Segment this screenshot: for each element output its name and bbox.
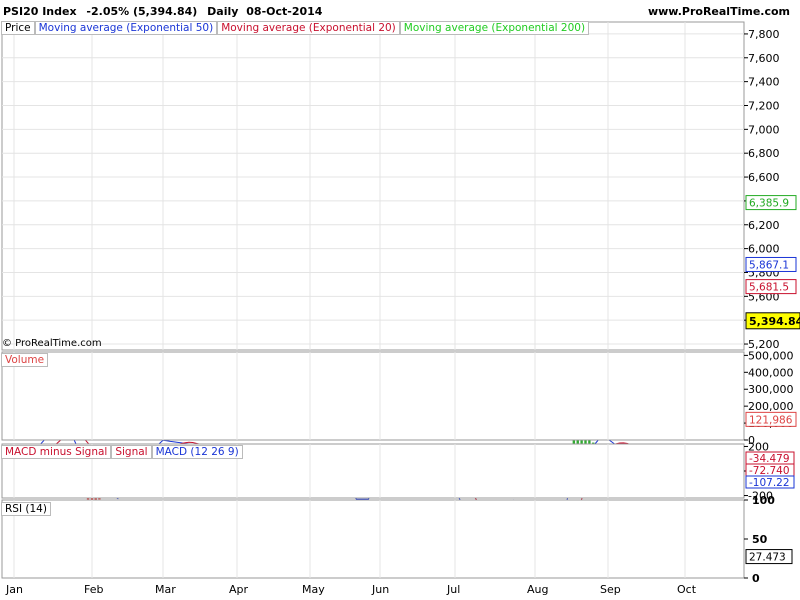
month-label: Jul [446, 583, 460, 596]
legend-price[interactable]: Price [1, 21, 35, 35]
copyright: © ProRealTime.com [2, 338, 102, 349]
volume-last-badge [745, 411, 797, 427]
volume-tick-label: 400,000 [748, 366, 794, 379]
period: Daily [207, 5, 239, 18]
legend-volume[interactable]: Volume [1, 353, 49, 367]
legend-macd-hist[interactable]: MACD minus Signal [1, 445, 112, 459]
price-tick-label: 7,600 [748, 52, 780, 65]
month-label: Apr [229, 583, 249, 596]
site-name[interactable]: www.ProRealTime.com [647, 5, 790, 18]
price-tick-label: 6,200 [748, 219, 780, 232]
rsi-tick-label: 0 [752, 572, 760, 585]
rsi-tick-label: 50 [752, 533, 768, 546]
volume-tick-label: 500,000 [748, 349, 794, 362]
axes: Jan Feb Mar Apr May Jun Jul Aug Sep Oct 7,800 7,600… [1, 21, 800, 596]
macd-tick-label: -200 [748, 490, 773, 503]
volume-tick-label: 0 [748, 434, 755, 447]
month-label: Aug [527, 583, 548, 596]
month-label: Jan [5, 583, 23, 596]
volume-legend: Volume [1, 353, 49, 367]
month-label: Jun [371, 583, 389, 596]
ema200-badge [745, 195, 797, 211]
price-tick-label: 7,800 [748, 28, 780, 41]
macd-tick-label: 200 [748, 440, 769, 453]
price-frame [1, 21, 745, 351]
ema20-badge [745, 279, 797, 295]
price-tick-label: 6,800 [748, 147, 780, 160]
date: 08-Oct-2014 [246, 5, 323, 18]
month-label: Oct [677, 583, 697, 596]
month-label: Feb [84, 583, 103, 596]
legend-ema20[interactable]: Moving average (Exponential 20) [217, 21, 400, 35]
ema20-value: 5,681.5 [749, 282, 789, 294]
change: -2.05% (5,394.84) [86, 5, 198, 18]
ema50-value: 5,867.1 [749, 259, 789, 271]
ema200-value: 6,385.9 [749, 198, 789, 210]
price-tick-label: 7,200 [748, 99, 780, 112]
price-legend: Price Moving average (Exponential 50) Movi… [1, 21, 590, 35]
macd-value-label: -34.479 [749, 453, 790, 465]
last-price-badge [745, 312, 800, 330]
macd-value-badge [745, 475, 795, 489]
macd-value-label: -107.22 [749, 477, 790, 489]
macd-legend: MACD minus Signal Signal MACD (12 26 9) [1, 445, 243, 459]
ema50-badge [745, 256, 797, 272]
legend-macd[interactable]: MACD (12 26 9) [151, 445, 243, 459]
month-label: May [302, 583, 325, 596]
rsi-tick-label: 100 [752, 494, 775, 507]
price-tick-label: 6,000 [748, 243, 780, 256]
rsi-frame [1, 499, 745, 579]
volume-frame [1, 351, 745, 441]
price-tick-label: 7,400 [748, 76, 780, 89]
price-tick-label: 5,200 [748, 338, 780, 351]
header-left: PSI20 Index -2.05% (5,394.84) Daily 08-O… [3, 5, 322, 18]
macd-value-label: -72.740 [749, 465, 790, 477]
price-tick-label: 7,000 [748, 123, 780, 136]
symbol: PSI20 Index [3, 5, 77, 18]
month-label: Mar [155, 583, 176, 596]
legend-ema200[interactable]: Moving average (Exponential 200) [399, 21, 590, 35]
rsi-last-value: 27.473 [749, 552, 786, 564]
volume-last-value: 121,986 [749, 414, 793, 426]
legend-rsi[interactable]: RSI (14) [1, 502, 51, 516]
volume-tick-label: 300,000 [748, 383, 794, 396]
volume-tick-label: 200,000 [748, 400, 794, 413]
price-tick-label: 6,600 [748, 171, 780, 184]
legend-ema50[interactable]: Moving average (Exponential 50) [34, 21, 218, 35]
legend-signal[interactable]: Signal [111, 445, 152, 459]
rsi-last-badge [745, 549, 793, 565]
month-label: Sep [600, 583, 621, 596]
last-price-value: 5,394.84 [749, 315, 800, 328]
rsi-legend: RSI (14) [1, 502, 51, 516]
